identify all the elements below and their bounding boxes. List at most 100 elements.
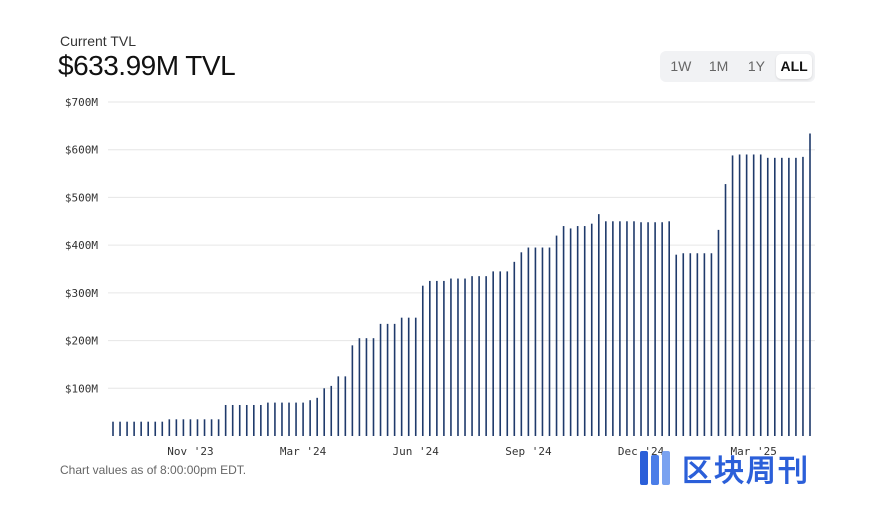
range-1y-button[interactable]: 1Y <box>747 58 765 74</box>
chart-bar <box>224 404 227 436</box>
y-tick-label: $400M <box>65 239 98 252</box>
chart-bar <box>795 157 797 436</box>
x-tick-label: Mar '24 <box>280 445 327 458</box>
chart-bar <box>654 222 656 436</box>
chart-bar <box>696 253 699 436</box>
chart-bar <box>548 247 551 436</box>
chart-bar <box>612 221 614 436</box>
y-tick-label: $300M <box>65 287 98 300</box>
chart-bar <box>492 271 494 436</box>
chart-bar <box>126 421 128 436</box>
chart-bar <box>527 247 530 436</box>
chart-footnote: Chart values as of 8:00:00pm EDT. <box>60 463 247 477</box>
chart-bar <box>661 222 663 436</box>
chart-bar <box>781 157 783 436</box>
chart-bar <box>759 154 762 436</box>
chart-bar <box>520 252 523 436</box>
chart-bar <box>309 400 311 436</box>
current-tvl-label: Current TVL <box>60 33 136 49</box>
chart-bar <box>513 261 516 436</box>
chart-bar <box>668 221 670 436</box>
chart-bar <box>337 376 340 436</box>
chart-bar <box>773 157 776 436</box>
chart-bar <box>485 276 487 436</box>
chart-bar <box>323 388 326 436</box>
watermark: 区块周刊 <box>638 446 810 490</box>
chart-bar <box>281 402 283 436</box>
chart-bar <box>210 419 213 436</box>
chart-bar <box>605 221 607 436</box>
chart-bar <box>429 280 431 436</box>
chart-bar <box>112 421 114 436</box>
range-1m-button[interactable]: 1M <box>708 58 729 74</box>
chart-bar <box>147 421 150 436</box>
x-tick-label: Jun '24 <box>393 445 440 458</box>
chart-bar <box>569 228 572 436</box>
chart-bar <box>506 271 509 436</box>
chart-bar <box>717 229 720 436</box>
chart-bar <box>231 404 234 436</box>
chart-bar <box>161 421 164 436</box>
chart-bar <box>436 280 438 436</box>
chart-bar <box>724 184 727 436</box>
chart-bar <box>703 253 706 436</box>
chart-bar <box>471 276 473 436</box>
chart-bar <box>119 421 121 436</box>
chart-bar <box>802 156 804 436</box>
chart-bar <box>457 278 459 436</box>
y-tick-label: $600M <box>65 144 98 157</box>
range-all-button[interactable]: ALL <box>776 54 812 79</box>
watermark-text: 区块周刊 <box>682 454 810 489</box>
chart-bar <box>640 222 642 436</box>
chart-bar <box>175 419 178 436</box>
chart-bar <box>189 419 192 436</box>
chart-bar <box>140 421 142 436</box>
chart-bar <box>316 397 318 436</box>
time-range-selector: 1W 1M 1Y ALL <box>660 51 815 82</box>
chart-bar <box>464 278 466 436</box>
current-tvl-value: $633.99M TVL <box>58 50 236 81</box>
chart-bar <box>766 157 769 436</box>
chart-bar <box>351 345 354 436</box>
chart-bar <box>583 226 586 436</box>
chart-bar <box>133 421 135 436</box>
chart-bar <box>168 419 171 436</box>
chart-bar <box>541 247 544 436</box>
chart-bar <box>288 402 290 436</box>
chart-bar <box>710 253 713 436</box>
chart-bar <box>393 323 396 436</box>
x-tick-label: Nov '23 <box>167 445 213 458</box>
chart-bar <box>633 221 635 436</box>
chart-bar <box>154 421 157 436</box>
y-tick-label: $100M <box>65 382 98 395</box>
chart-bar <box>562 226 565 436</box>
chart-bar <box>421 285 424 436</box>
chart-bar <box>478 276 480 436</box>
chart-bar <box>534 247 537 436</box>
chart-bar <box>260 404 262 436</box>
chart-bar <box>647 222 649 436</box>
chart-bar <box>365 338 368 436</box>
chart-bar <box>555 235 558 436</box>
chart-bar <box>752 154 755 436</box>
chart-bar <box>344 376 347 436</box>
chart-bar <box>450 278 452 436</box>
chart-bar <box>619 221 621 436</box>
chart-bar <box>590 223 593 436</box>
range-1w-button[interactable]: 1W <box>670 58 692 74</box>
chart-bar <box>788 157 790 436</box>
chart-bar <box>372 338 375 436</box>
chart-bar <box>414 317 417 436</box>
chart-bar <box>379 323 382 436</box>
chart-bar <box>182 419 185 436</box>
chart-bar <box>675 254 678 436</box>
chart-bar <box>253 404 255 436</box>
chart-bar <box>809 133 811 436</box>
chart-bar <box>358 338 361 436</box>
chart-bar <box>407 317 410 436</box>
chart-bar <box>731 155 734 436</box>
chart-bar <box>597 214 600 436</box>
chart-bar <box>217 419 220 436</box>
chart-bar <box>330 385 333 436</box>
